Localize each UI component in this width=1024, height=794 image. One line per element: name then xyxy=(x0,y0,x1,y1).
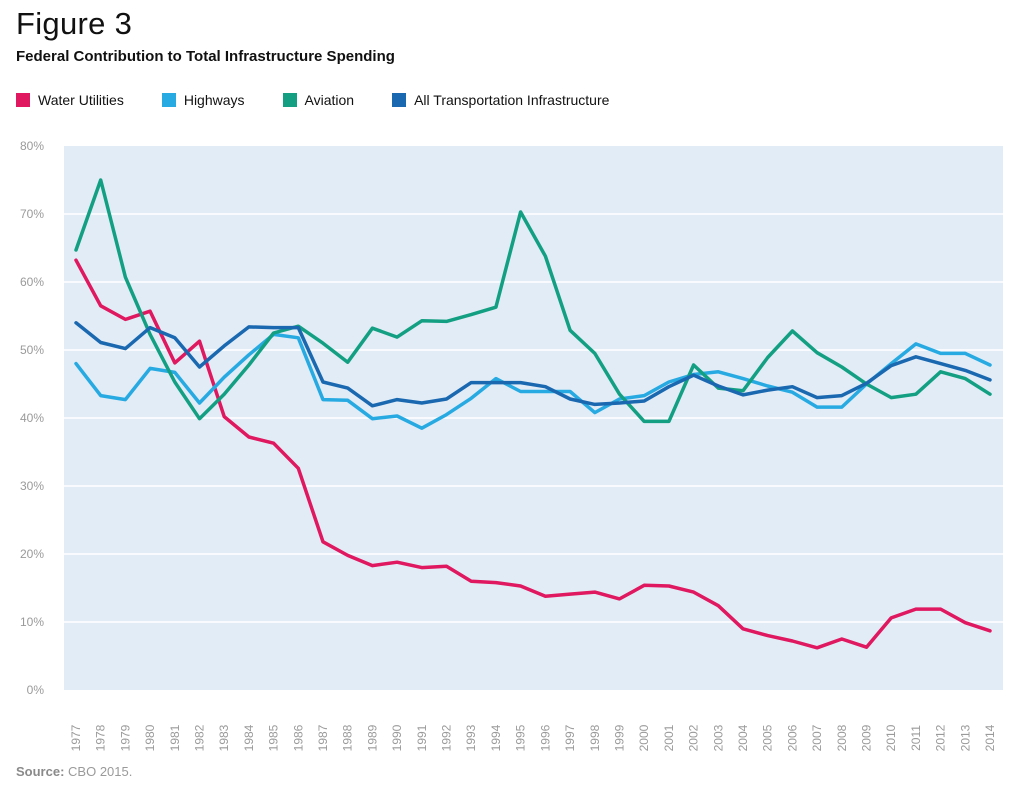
x-tick-label: 2010 xyxy=(884,724,898,751)
legend-item-aviation: Aviation xyxy=(282,92,355,108)
x-tick-label: 1991 xyxy=(415,724,429,751)
legend-swatch-water-utilities xyxy=(16,93,30,107)
x-tick-label: 1983 xyxy=(217,724,231,751)
x-tick-label: 1982 xyxy=(193,724,207,751)
legend-item-highways: Highways xyxy=(161,92,245,108)
x-tick-label: 2000 xyxy=(637,724,651,751)
x-tick-label: 1981 xyxy=(168,724,182,751)
x-tick-label: 2011 xyxy=(909,725,923,751)
x-tick-label: 2002 xyxy=(687,724,701,751)
x-tick-label: 2009 xyxy=(859,724,873,751)
x-tick-label: 2007 xyxy=(810,724,824,751)
x-tick-label: 2003 xyxy=(711,724,725,751)
x-tick-label: 2014 xyxy=(983,724,997,751)
x-tick-label: 1985 xyxy=(267,724,281,751)
x-tick-label: 1984 xyxy=(242,724,256,751)
x-tick-label: 1979 xyxy=(118,724,132,751)
legend-label-highways: Highways xyxy=(183,92,245,108)
x-tick-label: 1997 xyxy=(563,724,577,751)
chart-title: Federal Contribution to Total Infrastruc… xyxy=(16,48,395,65)
x-tick-label: 1986 xyxy=(291,724,305,751)
legend-swatch-all-transportation xyxy=(392,93,407,107)
x-tick-label: 2005 xyxy=(761,724,775,751)
legend-item-water-utilities: Water Utilities xyxy=(16,92,124,108)
source-label: Source: xyxy=(16,764,65,779)
x-tick-label: 1996 xyxy=(538,724,552,751)
legend: Water Utilities Highways Aviation All Tr… xyxy=(16,92,647,108)
y-tick-label: 50% xyxy=(20,343,44,357)
series-line-water-utilities xyxy=(74,258,992,650)
x-tick-label: 1990 xyxy=(390,724,404,751)
x-tick-label: 1999 xyxy=(612,724,626,751)
legend-swatch-highways xyxy=(161,93,176,107)
x-tick-label: 1977 xyxy=(69,724,83,751)
x-tick-label: 1987 xyxy=(316,724,330,751)
legend-label-all-transportation: All Transportation Infrastructure xyxy=(414,92,610,108)
x-tick-label: 2004 xyxy=(736,724,750,751)
x-tick-label: 2012 xyxy=(934,724,948,751)
y-tick-label: 0% xyxy=(27,683,45,697)
legend-item-all-transportation: All Transportation Infrastructure xyxy=(392,92,609,108)
x-tick-label: 1988 xyxy=(341,724,355,751)
legend-label-water-utilities: Water Utilities xyxy=(38,92,124,108)
x-tick-label: 2001 xyxy=(662,724,676,751)
x-tick-label: 1995 xyxy=(514,724,528,751)
x-tick-label: 2008 xyxy=(835,724,849,751)
x-tick-label: 1993 xyxy=(464,724,478,751)
legend-label-aviation: Aviation xyxy=(304,92,355,108)
x-tick-label: 1992 xyxy=(440,724,454,751)
series-line-all-transportation-infrastructure xyxy=(74,321,992,408)
y-tick-label: 20% xyxy=(20,547,44,561)
y-tick-label: 80% xyxy=(20,139,44,153)
y-tick-label: 10% xyxy=(20,615,44,629)
x-tick-label: 1994 xyxy=(489,724,503,751)
x-tick-label: 1978 xyxy=(94,724,108,751)
source-text: CBO 2015. xyxy=(68,764,133,779)
series-line-highways xyxy=(74,332,992,430)
y-tick-label: 70% xyxy=(20,207,44,221)
series-line-aviation xyxy=(74,178,992,424)
x-tick-label: 2013 xyxy=(958,724,972,751)
legend-swatch-aviation xyxy=(282,93,297,107)
source-note: Source: CBO 2015. xyxy=(16,764,132,779)
x-tick-label: 2006 xyxy=(785,724,799,751)
y-tick-label: 30% xyxy=(20,479,44,493)
x-tick-label: 1989 xyxy=(365,724,379,751)
y-tick-label: 60% xyxy=(20,275,44,289)
figure-label: Figure 3 xyxy=(16,6,133,41)
x-tick-label: 1980 xyxy=(143,724,157,751)
x-tick-label: 1998 xyxy=(588,724,602,751)
y-tick-label: 40% xyxy=(20,411,44,425)
